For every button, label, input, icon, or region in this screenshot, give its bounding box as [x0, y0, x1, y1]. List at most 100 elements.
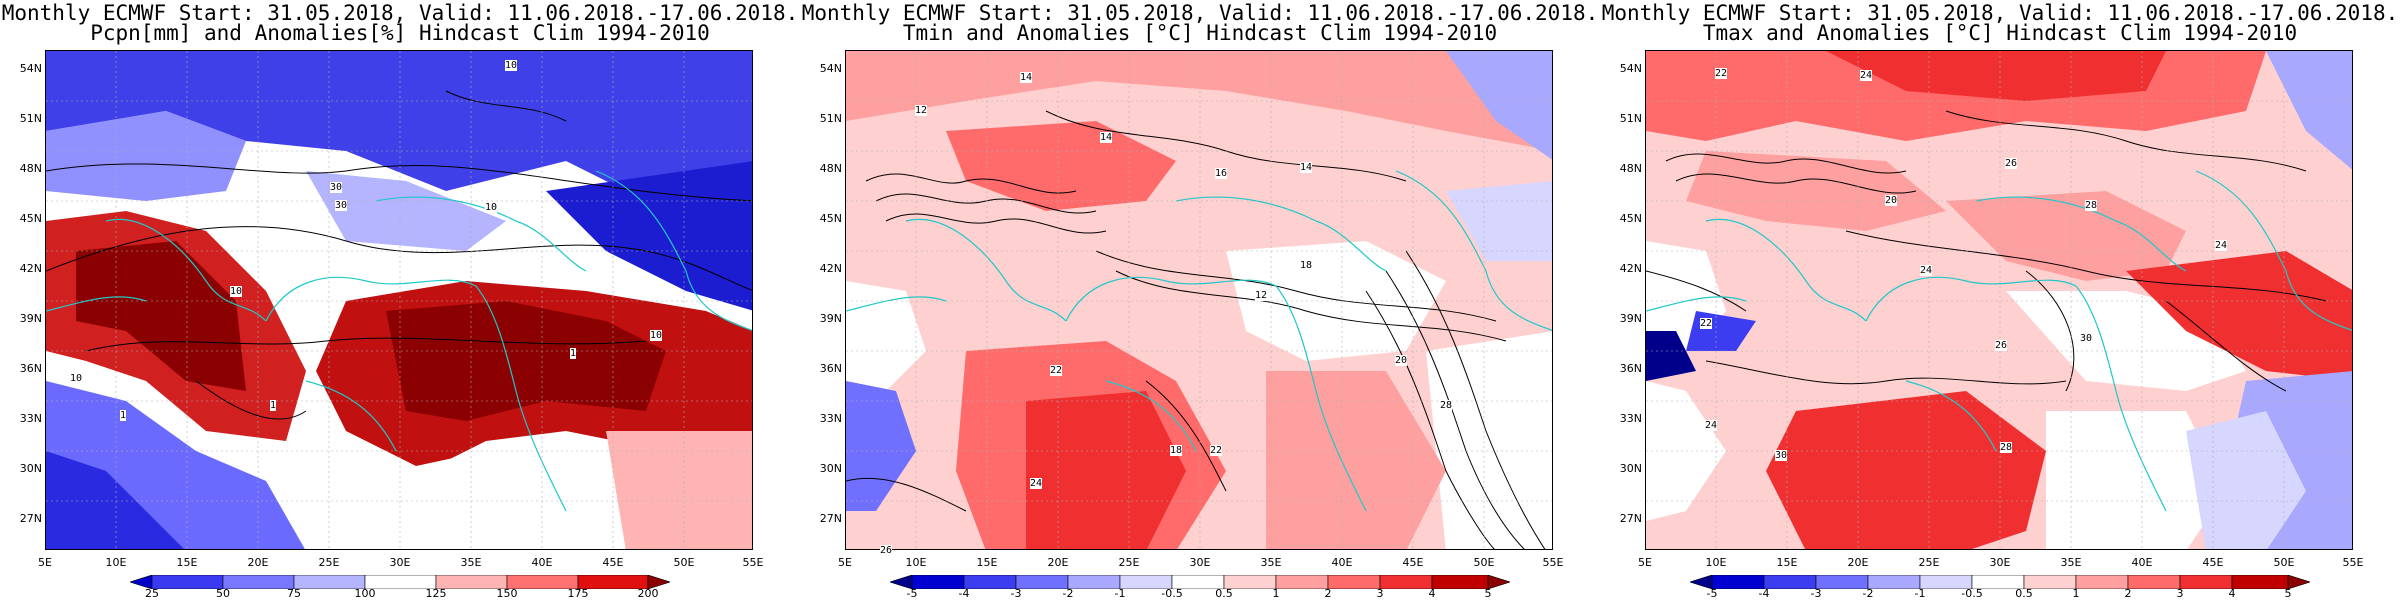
- contour-label: 24: [1030, 478, 1043, 489]
- lon-label: 20E: [1847, 556, 1869, 569]
- lon-label: 10E: [1705, 556, 1727, 569]
- contour-label: 20: [1395, 355, 1408, 366]
- lon-label: 35E: [460, 556, 482, 569]
- lon-label: 30E: [1189, 556, 1211, 569]
- lat-label: 48N: [1619, 162, 1642, 175]
- lat-label: 42N: [1619, 262, 1642, 275]
- map-precipitation: [45, 50, 753, 550]
- panel-title-line1: Monthly ECMWF Start: 31.05.2018, Valid: …: [801, 1, 1599, 25]
- contour-label: 1: [270, 400, 277, 411]
- lon-label: 20E: [1047, 556, 1069, 569]
- contour-label: 30: [2080, 333, 2093, 344]
- lon-label: 45E: [1402, 556, 1424, 569]
- lon-label: 55E: [1542, 556, 1564, 569]
- colorbar-label: 100: [354, 587, 376, 600]
- panel-tmin: Monthly ECMWF Start: 31.05.2018, Valid: …: [800, 0, 1600, 600]
- lat-label: 42N: [819, 262, 842, 275]
- panel-title-line2: Pcpn[mm] and Anomalies[%] Hindcast Clim …: [90, 21, 710, 45]
- contour-label: 12: [1255, 290, 1268, 301]
- lat-label: 45N: [819, 212, 842, 225]
- contour-label: 26: [2005, 158, 2018, 169]
- colorbar-label: 175: [567, 587, 589, 600]
- lat-label: 33N: [819, 412, 842, 425]
- contour-label: 30: [1775, 450, 1788, 461]
- lat-label: 27N: [1619, 512, 1642, 525]
- lat-label: 36N: [1619, 362, 1642, 375]
- lat-label: 45N: [1619, 212, 1642, 225]
- colorbar-label: 3: [2176, 587, 2184, 600]
- panel-precipitation: Monthly ECMWF Start: 31.05.2018, Valid: …: [0, 0, 800, 600]
- colorbar: [1690, 575, 2310, 589]
- lat-label: 48N: [819, 162, 842, 175]
- contour-label: 18: [1300, 260, 1313, 271]
- colorbar-label: -5: [1706, 587, 1718, 600]
- colorbar-label: -3: [1010, 587, 1022, 600]
- lon-label: 10E: [105, 556, 127, 569]
- contour-label: 10: [70, 373, 83, 384]
- lat-label: 54N: [19, 62, 42, 75]
- colorbar-label: 3: [1376, 587, 1384, 600]
- lon-label: 55E: [742, 556, 764, 569]
- lat-label: 27N: [19, 512, 42, 525]
- lat-label: 42N: [19, 262, 42, 275]
- contour-label: 22: [1700, 318, 1713, 329]
- colorbar-label: 125: [425, 587, 447, 600]
- lat-label: 36N: [19, 362, 42, 375]
- contour-label: 12: [915, 105, 928, 116]
- lon-label: 55E: [2342, 556, 2364, 569]
- contour-label: 22: [1210, 445, 1223, 456]
- lat-label: 27N: [819, 512, 842, 525]
- panel-title-line2: Tmin and Anomalies [°C] Hindcast Clim 19…: [902, 21, 1498, 45]
- colorbar-label: -3: [1810, 587, 1822, 600]
- colorbar-label: 4: [1428, 587, 1436, 600]
- contour-label: 20: [1885, 195, 1898, 206]
- colorbar-label: -2: [1062, 587, 1074, 600]
- panel-tmax: Monthly ECMWF Start: 31.05.2018, Valid: …: [1600, 0, 2400, 600]
- panel-title-line1: Monthly ECMWF Start: 31.05.2018, Valid: …: [1, 1, 799, 25]
- map-canvas: [846, 51, 1552, 549]
- map-tmax: [1645, 50, 2353, 550]
- lon-label: 40E: [2131, 556, 2153, 569]
- lat-label: 30N: [19, 462, 42, 475]
- lat-label: 39N: [1619, 312, 1642, 325]
- lon-label: 50E: [1473, 556, 1495, 569]
- lon-label: 50E: [2273, 556, 2295, 569]
- lat-label: 39N: [819, 312, 842, 325]
- lon-label: 20E: [247, 556, 269, 569]
- colorbar-label: 150: [496, 587, 518, 600]
- panel-title-line2: Tmax and Anomalies [°C] Hindcast Clim 19…: [1702, 21, 2298, 45]
- lon-label: 5E: [838, 556, 852, 569]
- contour-label: 24: [1705, 420, 1718, 431]
- colorbar-label: -1: [1914, 587, 1926, 600]
- colorbar-label: 1: [1272, 587, 1280, 600]
- lon-label: 30E: [389, 556, 411, 569]
- contour-label: 1: [120, 410, 127, 421]
- lat-label: 45N: [19, 212, 42, 225]
- contour-label: 14: [1100, 132, 1113, 143]
- contour-label: 22: [1715, 68, 1728, 79]
- lon-label: 15E: [976, 556, 998, 569]
- colorbar-label: -2: [1862, 587, 1874, 600]
- lon-label: 5E: [1638, 556, 1652, 569]
- lon-label: 15E: [176, 556, 198, 569]
- lat-label: 33N: [19, 412, 42, 425]
- colorbar-label: 0.5: [1215, 587, 1233, 600]
- lon-label: 45E: [602, 556, 624, 569]
- contour-label: 30: [335, 200, 348, 211]
- contour-label: 10: [230, 286, 243, 297]
- lon-label: 25E: [1118, 556, 1140, 569]
- panel-title-line1: Monthly ECMWF Start: 31.05.2018, Valid: …: [1601, 1, 2399, 25]
- lat-label: 48N: [19, 162, 42, 175]
- colorbar-label: 1: [2072, 587, 2080, 600]
- colorbar-label: -4: [1758, 587, 1770, 600]
- colorbar: [890, 575, 1510, 589]
- contour-label: 24: [1860, 70, 1873, 81]
- lat-label: 39N: [19, 312, 42, 325]
- contour-label: 16: [1215, 168, 1228, 179]
- contour-label: 14: [1020, 72, 1033, 83]
- colorbar-label: 5: [2284, 587, 2292, 600]
- contour-label: 28: [2085, 200, 2098, 211]
- contour-label: 26: [1995, 340, 2008, 351]
- colorbar-label: -5: [906, 587, 918, 600]
- contour-label: 24: [2215, 240, 2228, 251]
